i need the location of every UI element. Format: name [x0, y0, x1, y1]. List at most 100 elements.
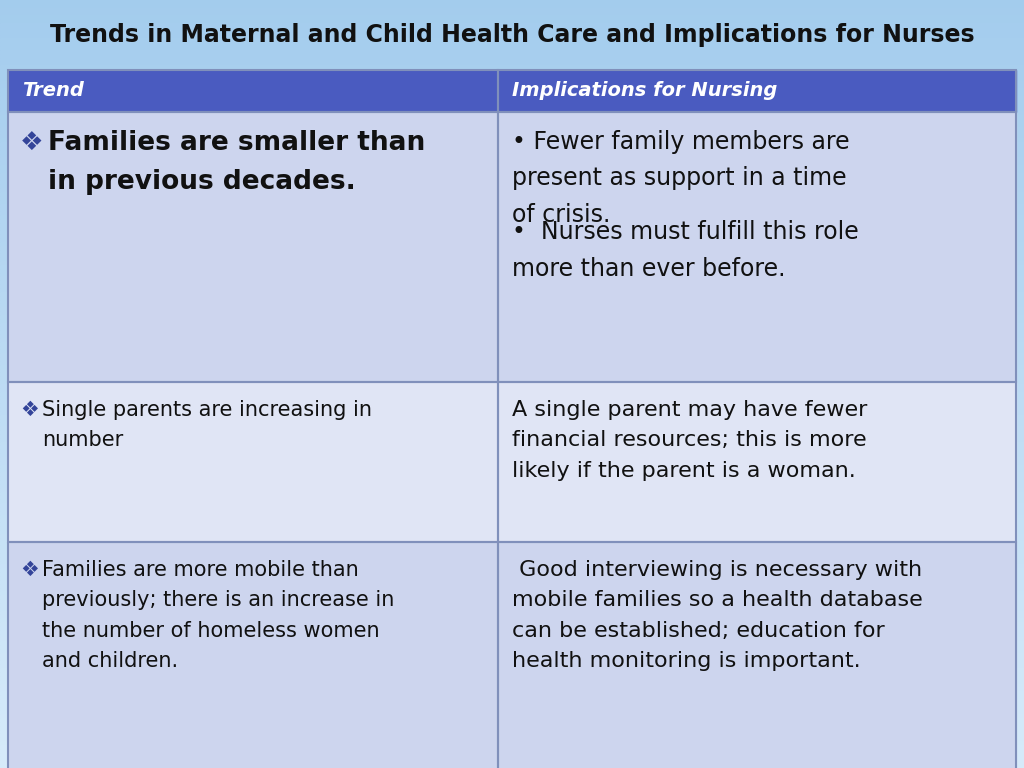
Bar — [0, 449, 1024, 453]
Bar — [0, 484, 1024, 488]
Bar — [0, 134, 1024, 138]
Text: •  Nurses must fulfill this role
more than ever before.: • Nurses must fulfill this role more tha… — [512, 220, 859, 280]
Bar — [0, 238, 1024, 242]
Bar — [0, 276, 1024, 280]
Bar — [0, 157, 1024, 161]
Bar — [498, 70, 1016, 112]
Bar — [0, 745, 1024, 749]
Bar — [0, 660, 1024, 664]
Bar — [0, 307, 1024, 311]
Bar — [0, 261, 1024, 265]
Bar — [0, 246, 1024, 250]
Bar — [0, 764, 1024, 768]
Bar — [0, 749, 1024, 753]
Bar — [0, 349, 1024, 353]
Bar — [0, 69, 1024, 73]
Bar — [0, 319, 1024, 323]
Bar — [0, 741, 1024, 745]
Bar — [0, 230, 1024, 234]
Bar — [0, 300, 1024, 303]
Bar — [0, 65, 1024, 69]
Bar — [0, 753, 1024, 756]
Bar — [8, 382, 498, 542]
Bar — [0, 19, 1024, 23]
Bar — [0, 234, 1024, 238]
Bar — [0, 161, 1024, 165]
Bar — [0, 104, 1024, 108]
Bar — [0, 480, 1024, 484]
Bar — [0, 595, 1024, 599]
Bar — [0, 315, 1024, 319]
Bar — [0, 12, 1024, 15]
Bar — [0, 657, 1024, 660]
Bar — [0, 399, 1024, 403]
Bar — [0, 568, 1024, 572]
Text: ❖: ❖ — [20, 560, 39, 580]
Bar — [0, 96, 1024, 100]
Bar — [0, 445, 1024, 449]
Bar — [0, 411, 1024, 415]
Bar — [0, 534, 1024, 538]
Bar — [0, 703, 1024, 707]
Bar — [0, 630, 1024, 634]
Text: Good interviewing is necessary with
mobile families so a health database
can be : Good interviewing is necessary with mobi… — [512, 560, 923, 671]
Bar — [0, 242, 1024, 246]
Bar — [0, 649, 1024, 653]
Bar — [0, 346, 1024, 349]
Bar — [0, 499, 1024, 503]
Bar — [0, 714, 1024, 718]
Bar — [0, 511, 1024, 515]
Bar — [0, 695, 1024, 699]
Bar — [0, 684, 1024, 687]
Bar — [0, 426, 1024, 430]
Bar — [0, 38, 1024, 42]
Bar — [0, 180, 1024, 184]
Bar — [0, 388, 1024, 392]
Bar — [498, 542, 1016, 768]
Bar — [0, 457, 1024, 461]
Bar — [0, 138, 1024, 142]
Bar — [8, 112, 498, 382]
Bar — [8, 112, 498, 382]
Bar — [0, 392, 1024, 396]
Bar — [0, 42, 1024, 46]
Bar — [0, 188, 1024, 192]
Bar — [0, 557, 1024, 561]
Bar — [0, 618, 1024, 622]
Bar — [0, 403, 1024, 407]
Bar — [0, 4, 1024, 8]
Bar — [0, 576, 1024, 580]
Bar — [0, 599, 1024, 603]
Bar — [0, 564, 1024, 568]
Bar — [0, 353, 1024, 357]
Bar — [0, 311, 1024, 315]
Bar — [0, 77, 1024, 81]
Bar — [0, 603, 1024, 607]
Bar — [0, 622, 1024, 626]
Bar — [8, 542, 498, 768]
Bar — [0, 407, 1024, 411]
Bar — [0, 88, 1024, 92]
Bar — [0, 634, 1024, 637]
Bar — [0, 372, 1024, 376]
Bar — [0, 653, 1024, 657]
Bar — [0, 361, 1024, 365]
Bar — [0, 664, 1024, 668]
Bar — [0, 522, 1024, 526]
Bar — [0, 357, 1024, 361]
Bar — [0, 269, 1024, 273]
Bar — [0, 303, 1024, 307]
Bar — [0, 495, 1024, 499]
Text: A single parent may have fewer
financial resources; this is more
likely if the p: A single parent may have fewer financial… — [512, 400, 867, 481]
Bar — [0, 265, 1024, 269]
Bar — [0, 503, 1024, 507]
Text: ❖: ❖ — [20, 130, 44, 156]
Bar — [0, 184, 1024, 188]
Bar — [0, 507, 1024, 511]
Bar — [498, 70, 1016, 112]
Bar — [0, 614, 1024, 618]
Bar — [498, 112, 1016, 382]
Bar — [0, 330, 1024, 334]
Bar — [498, 112, 1016, 382]
Bar — [0, 200, 1024, 204]
